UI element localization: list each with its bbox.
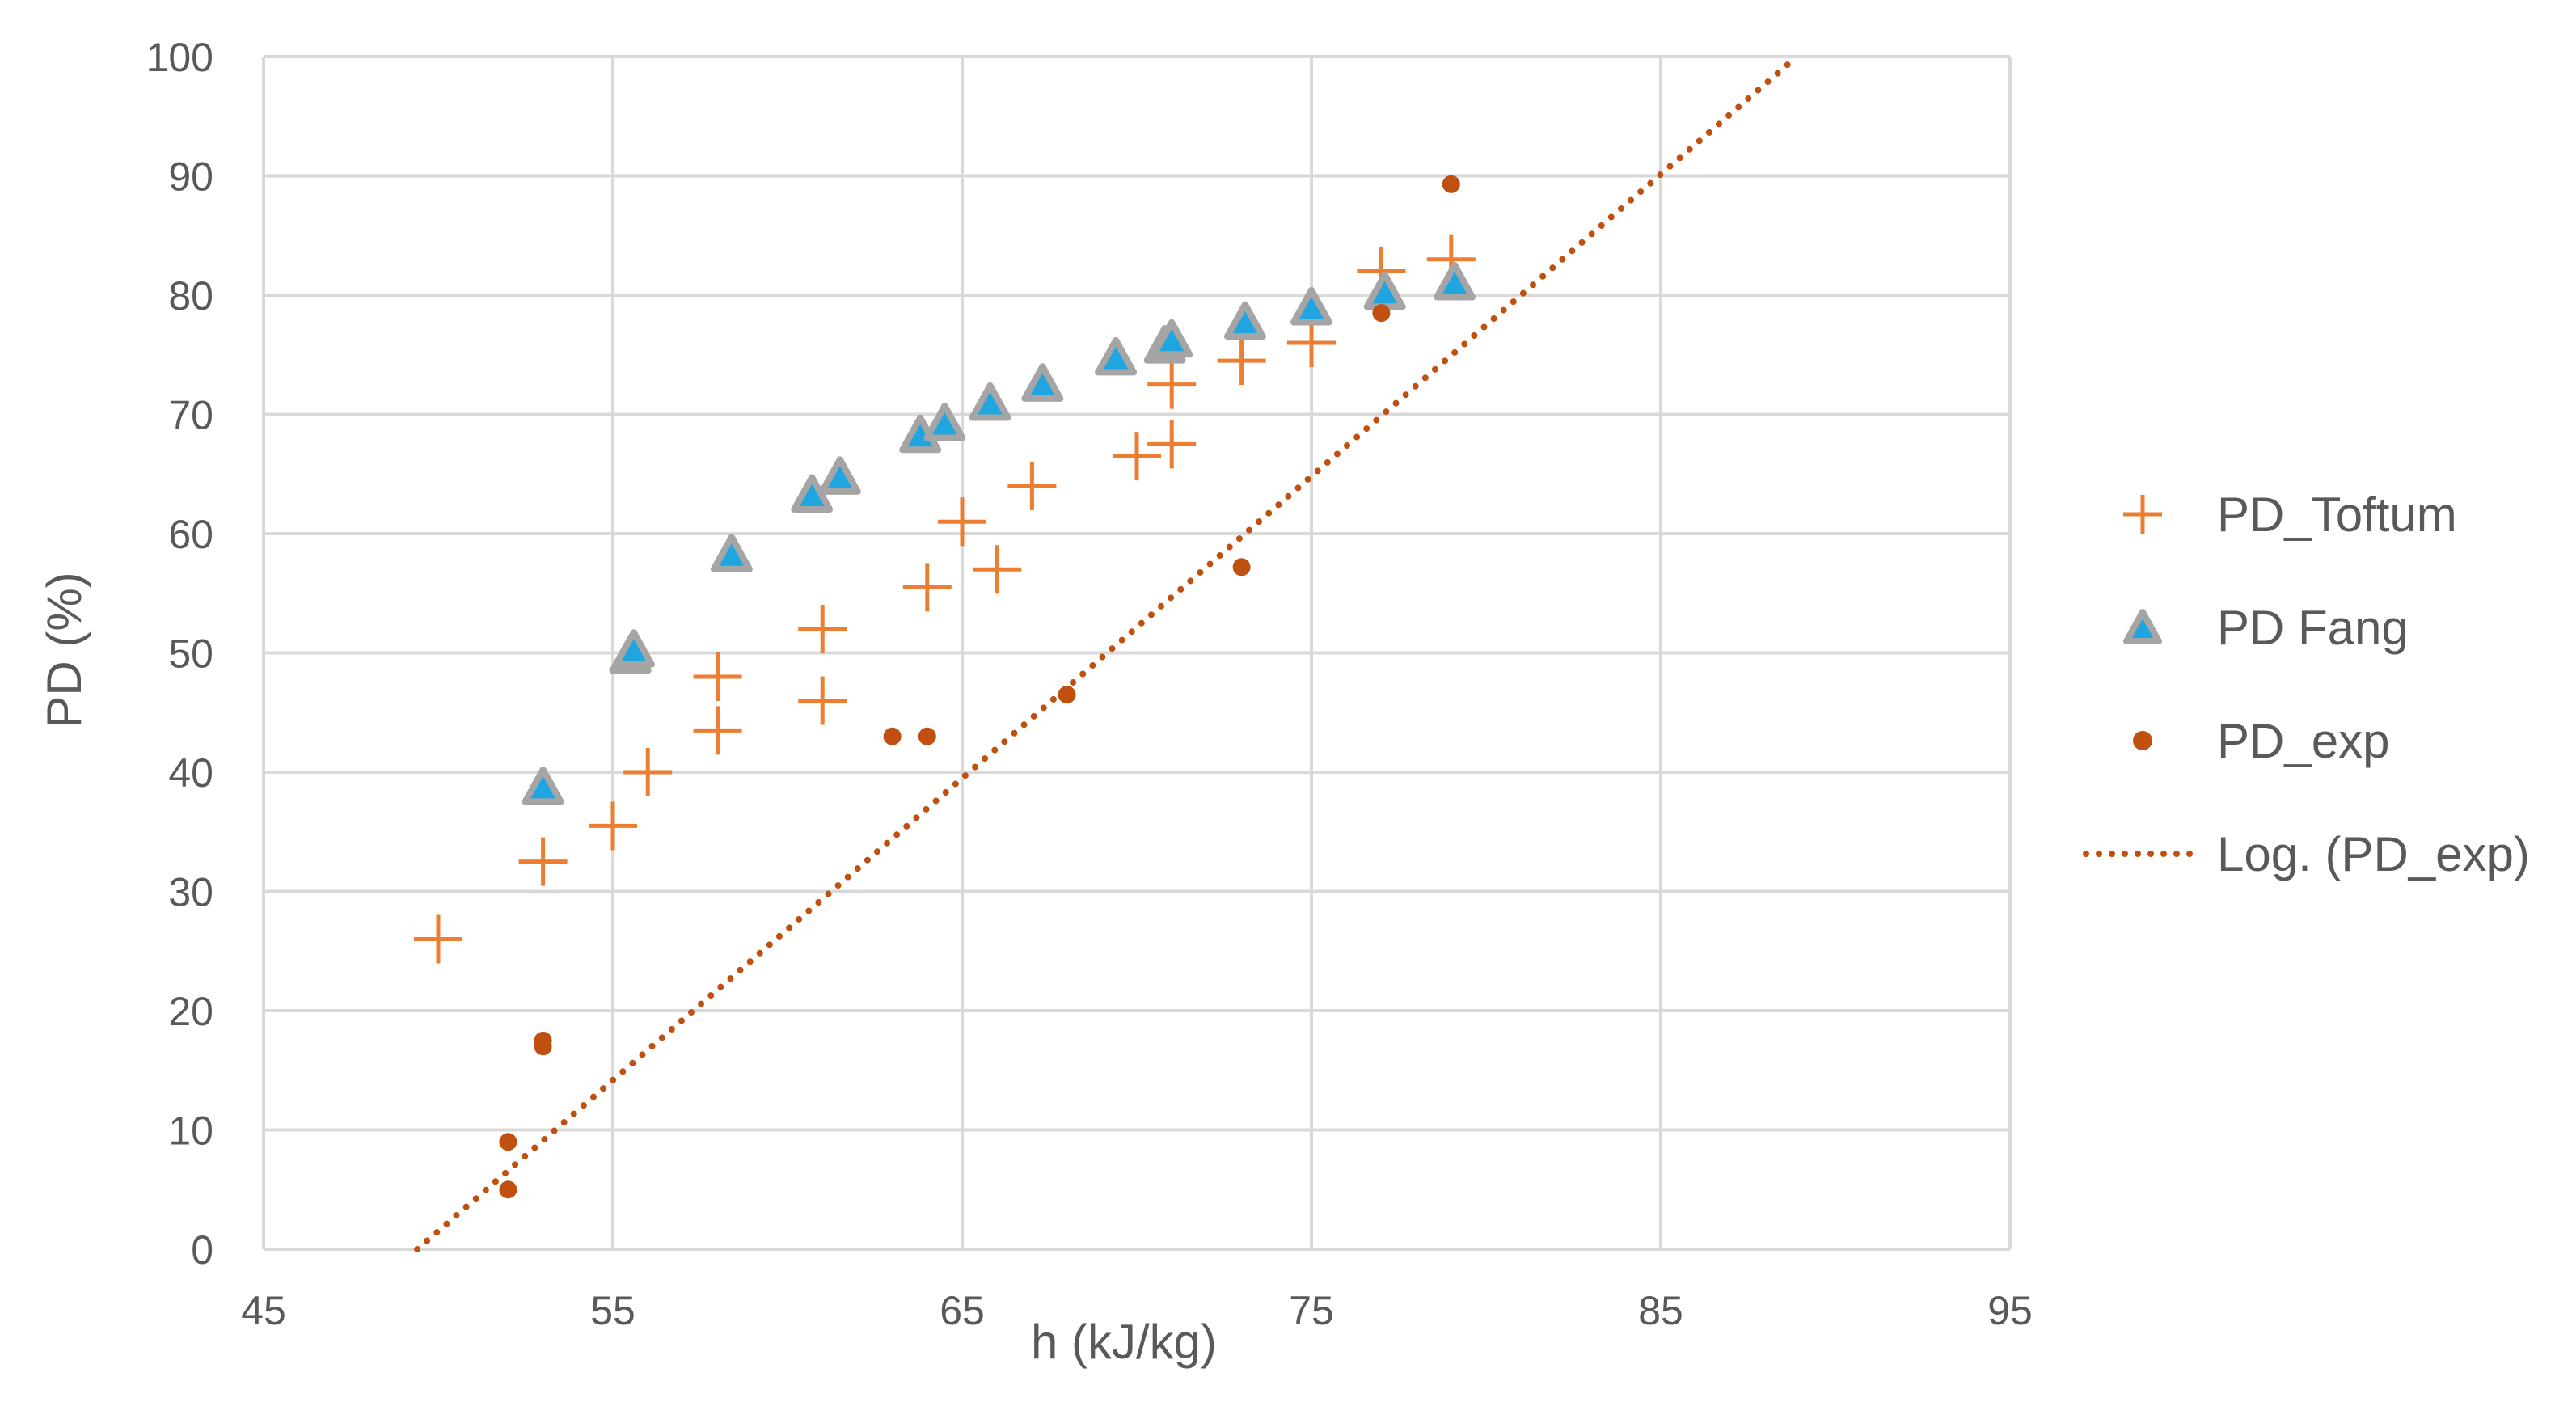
x-tick-label: 75 <box>1289 1288 1334 1333</box>
data-point-pd-exp <box>918 727 936 745</box>
gridlines <box>262 55 2012 1251</box>
data-point-pd-fang <box>612 629 655 668</box>
legend-label: PD_exp <box>2217 714 2389 768</box>
data-point-pd-fang <box>1095 336 1138 376</box>
data-point-pd-exp <box>1442 175 1460 193</box>
data-point-pd-exp <box>883 727 902 745</box>
data-point-pd-exp <box>1372 304 1391 323</box>
data-point-pd-toftum <box>1217 336 1266 386</box>
y-tick-label: 80 <box>168 273 213 319</box>
data-point-pd-toftum <box>1113 432 1161 481</box>
data-point-pd-toftum <box>1007 462 1057 510</box>
data-point-pd-exp <box>1232 558 1251 576</box>
data-point-pd-toftum <box>938 497 986 547</box>
data-point-pd-toftum <box>693 706 742 755</box>
x-axis-title: h (kJ/kg) <box>1031 1315 1217 1369</box>
legend: PD_Toftum PD Fang PD_exp Log. (PD_exp) <box>2083 488 2530 881</box>
data-point-pd-fang <box>1151 319 1193 358</box>
data-point-pd-toftum <box>693 652 742 701</box>
y-tick-label: 60 <box>168 512 213 557</box>
x-tick-label: 85 <box>1638 1288 1683 1333</box>
y-tick-label: 0 <box>191 1227 213 1273</box>
y-tick-label: 30 <box>168 870 213 915</box>
legend-symbol <box>2123 609 2162 644</box>
legend-symbol <box>2123 495 2162 534</box>
data-point-pd-exp <box>1058 686 1076 704</box>
series-layer <box>414 175 1476 1199</box>
data-point-pd-exp <box>534 1037 552 1056</box>
y-tick-label: 70 <box>168 393 213 438</box>
y-axis-title: PD (%) <box>37 572 91 728</box>
legend-item: PD_Toftum <box>2123 488 2457 542</box>
legend-label: PD_Toftum <box>2217 488 2457 542</box>
data-point-pd-toftum <box>798 605 847 653</box>
data-point-pd-toftum <box>414 914 462 964</box>
data-point-pd-toftum <box>798 676 847 725</box>
y-tick-label: 20 <box>168 989 213 1034</box>
data-point-pd-exp <box>499 1180 517 1199</box>
data-point-pd-fang <box>1434 261 1476 301</box>
data-point-pd-toftum <box>1147 360 1197 409</box>
x-tick-label: 55 <box>590 1288 636 1333</box>
x-tick-label: 95 <box>1987 1288 2033 1333</box>
x-tick-label: 45 <box>241 1288 286 1333</box>
legend-item: PD_exp <box>2133 714 2389 768</box>
data-point-pd-fang <box>1021 363 1064 402</box>
data-point-pd-fang <box>923 402 966 441</box>
data-point-pd-toftum <box>1147 420 1197 469</box>
y-tick-label: 100 <box>146 35 213 80</box>
data-point-pd-fang <box>1223 301 1266 340</box>
data-point-pd-fang <box>710 534 753 572</box>
data-point-pd-fang <box>969 382 1011 421</box>
y-tick-label: 90 <box>168 154 213 200</box>
y-axis-tick-labels: 0 10 20 30 40 50 60 70 80 90 100 <box>146 35 213 1273</box>
data-point-pd-toftum <box>902 563 952 612</box>
y-tick-label: 10 <box>168 1109 213 1154</box>
legend-item: PD Fang <box>2123 601 2409 655</box>
data-point-pd-fang <box>818 456 861 495</box>
legend-label: PD Fang <box>2217 601 2409 655</box>
data-point-pd-toftum <box>1287 319 1336 367</box>
y-tick-label: 50 <box>168 631 213 677</box>
data-point-pd-toftum <box>973 545 1022 594</box>
data-point-pd-toftum <box>518 837 568 886</box>
data-point-pd-exp <box>499 1133 517 1151</box>
data-point-pd-toftum <box>589 801 637 851</box>
data-point-pd-fang <box>1290 286 1332 326</box>
x-axis-tick-labels: 45 55 65 75 85 95 <box>241 1288 2033 1333</box>
x-tick-label: 65 <box>940 1288 985 1333</box>
legend-label: Log. (PD_exp) <box>2217 827 2530 881</box>
legend-symbol <box>2133 731 2152 750</box>
y-tick-label: 40 <box>168 750 213 796</box>
data-point-pd-toftum <box>623 748 673 796</box>
data-point-pd-fang <box>522 766 564 805</box>
legend-item: Log. (PD_exp) <box>2083 827 2530 881</box>
